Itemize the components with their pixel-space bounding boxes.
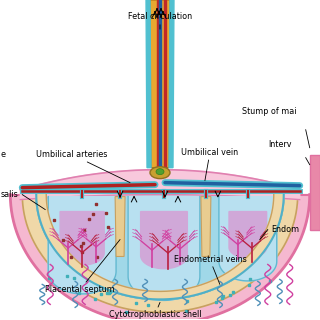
Text: Cytotrophoblastic shell: Cytotrophoblastic shell [109,302,201,319]
Polygon shape [20,170,300,200]
Bar [310,155,320,229]
Text: Endom: Endom [271,225,299,234]
Polygon shape [10,195,310,320]
Text: Umbilical arteries: Umbilical arteries [36,150,130,183]
Text: salis: salis [0,190,18,199]
Polygon shape [201,196,211,256]
Polygon shape [140,212,187,269]
Text: Endometrial veins: Endometrial veins [173,255,246,284]
Polygon shape [219,196,277,281]
Polygon shape [48,196,116,294]
Polygon shape [159,0,161,168]
Text: Stump of mai: Stump of mai [242,107,296,116]
Polygon shape [22,195,298,312]
Polygon shape [36,195,284,300]
Polygon shape [157,0,159,168]
Polygon shape [128,196,200,300]
Ellipse shape [150,167,170,179]
Text: e: e [0,150,5,159]
Polygon shape [150,0,170,168]
Text: Fetal circulation: Fetal circulation [128,12,192,21]
Text: Umbilical vein: Umbilical vein [181,148,238,180]
Polygon shape [115,196,125,256]
Polygon shape [169,0,174,168]
Ellipse shape [156,169,164,175]
Polygon shape [60,212,104,265]
Polygon shape [229,212,267,258]
Text: Interv: Interv [268,140,291,149]
Polygon shape [146,0,151,168]
Text: Placental septum: Placental septum [45,239,120,294]
Polygon shape [36,195,284,300]
Polygon shape [164,0,166,168]
